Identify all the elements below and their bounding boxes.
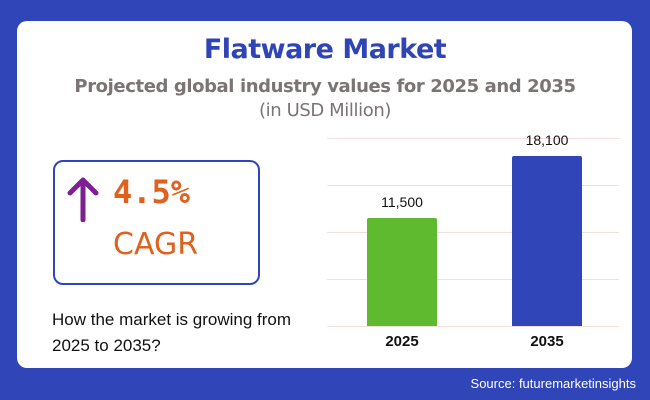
arrow-up-icon [67,177,99,222]
bar-value-label-2025: 11,500 [381,193,423,210]
gridline [327,232,619,233]
bar-2035 [512,155,582,326]
source-text: Source: futuremarketinsights [470,376,636,391]
gridline [327,279,619,280]
cagr-label: CAGR [113,227,199,262]
gridline [327,138,619,139]
cagr-box [53,160,260,285]
x-label-2035: 2035 [530,333,564,350]
chart-unit: (in USD Million) [259,100,391,121]
chart-subtitle: Projected global industry values for 202… [74,76,576,97]
chart-title: Flatware Market [203,34,447,65]
baseline [327,326,619,327]
bar-2025 [367,217,437,326]
gridline [327,185,619,186]
bar-value-label-2035: 18,100 [525,131,569,148]
x-label-2025: 2025 [385,333,419,350]
growth-question: How the market is growing from 2025 to 2… [52,310,292,355]
cagr-value: 4.5% [113,173,191,211]
